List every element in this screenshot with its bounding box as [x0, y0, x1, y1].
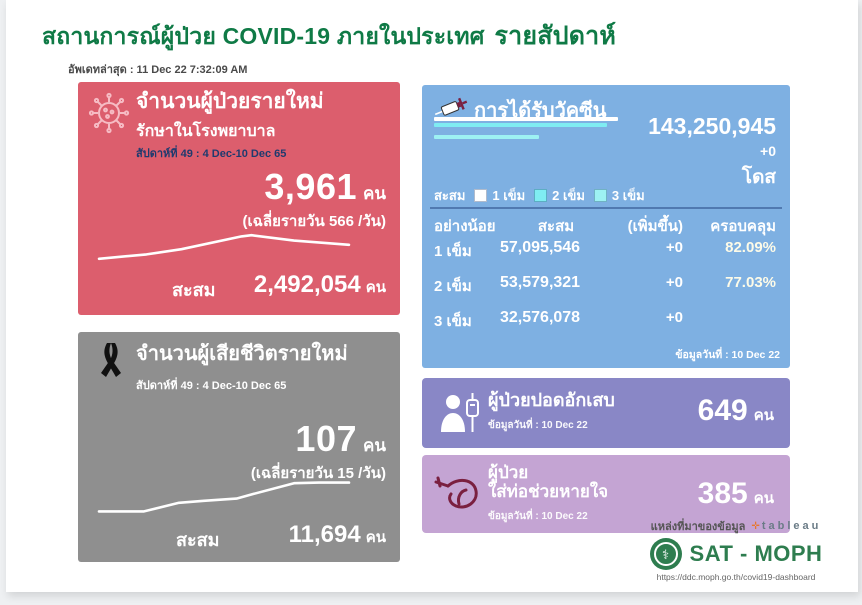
row1-change: +0 [665, 239, 683, 256]
new-deaths-cumulative-label: สะสม [176, 530, 220, 550]
new-deaths-value-row: 107 คน [295, 418, 386, 460]
patient-iv-icon [438, 390, 484, 436]
new-cases-card: จำนวนผู้ป่วยรายใหม่ รักษาในโรงพยาบาล สัป… [78, 82, 400, 315]
page-title: สถานการณ์ผู้ป่วย COVID-19 ภายในประเทศ ราย… [42, 16, 616, 56]
vaccine-data-date: ข้อมูลวันที่ : 10 Dec 22 [675, 349, 780, 361]
new-deaths-value: 107 [295, 418, 357, 459]
new-cases-value-row: 3,961 คน [264, 166, 386, 208]
row1-cumulative: 57,095,546 [500, 239, 581, 256]
vaccine-table-divider [430, 207, 782, 209]
new-cases-week-label: สัปดาห์ที่ 49 : 4 Dec-10 Dec 65 [136, 148, 287, 160]
black-ribbon-icon [96, 342, 126, 382]
new-cases-cumulative-unit: คน [365, 279, 386, 296]
row1-dose: 1 เข็ม [434, 243, 472, 260]
vaccine-legend: สะสม 1 เข็ม 2 เข็ม 3 เข็ม [434, 185, 645, 206]
new-deaths-cumulative-value: 11,694 [288, 521, 361, 548]
intubated-title-line2: ใส่ท่อช่วยหายใจ [488, 482, 609, 502]
vaccine-title: การได้รับวัคซีน [474, 100, 607, 122]
new-cases-cumulative-row: 2,492,054 คน [254, 271, 386, 299]
vaccine-table-row: 2 เข็ม 53,579,321 +0 77.03% [422, 274, 790, 296]
legend-swatch-dose2 [534, 189, 548, 202]
header-change: (เพิ่มขึ้น) [627, 218, 683, 235]
new-cases-subtitle: รักษาในโรงพยาบาล [136, 123, 276, 140]
new-cases-cumulative-label: สะสม [172, 280, 216, 300]
header-coverage: ครอบคลุม [710, 218, 776, 235]
vaccine-table-row: 1 เข็ม 57,095,546 +0 82.09% [422, 239, 790, 261]
dashboard-canvas: สถานการณ์ผู้ป่วย COVID-19 ภายในประเทศ ราย… [6, 0, 858, 592]
vaccine-table-header: อย่างน้อย สะสม (เพิ่มขึ้น) ครอบคลุม [422, 214, 790, 236]
legend-swatch-dose3 [593, 189, 607, 202]
new-cases-cumulative-value: 2,492,054 [253, 271, 361, 298]
vaccine-bar-dose2 [434, 123, 607, 127]
new-deaths-cumulative-unit: คน [365, 529, 386, 546]
sat-moph-logo: ⚕ [649, 538, 682, 570]
vaccine-change: +0 [760, 143, 776, 159]
intubated-title-line1: ผู้ป่วย [488, 463, 529, 482]
vaccine-bar-dose1 [434, 117, 618, 121]
vaccine-total: 143,250,945 [648, 113, 776, 139]
new-deaths-daily-avg: (เฉลี่ยรายวัน 15 /วัน) [250, 465, 386, 482]
new-cases-unit: คน [363, 184, 386, 203]
pneumonia-title: ผู้ป่วยปอดอักเสบ [488, 390, 615, 410]
syringe-icon [432, 93, 470, 123]
header-cumulative: สะสม [537, 218, 575, 235]
new-deaths-cumulative-row: 11,694 คน [289, 521, 386, 549]
row3-change: +0 [665, 309, 683, 326]
tableau-plus-icon: ✛ [751, 520, 760, 532]
new-deaths-unit: คน [363, 436, 386, 455]
row2-change: +0 [665, 274, 683, 291]
legend-swatch-dose1 [474, 189, 488, 202]
row3-dose: 3 เข็ม [434, 313, 472, 330]
pneumonia-data-date: ข้อมูลวันที่ : 10 Dec 22 [488, 420, 588, 431]
page-title-main: สถานการณ์ผู้ป่วย COVID-19 ภายในประเทศ [42, 23, 485, 49]
new-cases-daily-avg: (เฉลี่ยรายวัน 566 /วัน) [242, 213, 386, 230]
intubated-title: ผู้ป่วย ใส่ท่อช่วยหายใจ [488, 463, 608, 501]
row2-cumulative: 53,579,321 [500, 274, 581, 291]
header-dose: อย่างน้อย [434, 218, 496, 235]
row1-coverage: 82.09% [725, 239, 776, 256]
pneumonia-value-row: 649 คน [698, 394, 774, 428]
new-cases-sparkline [97, 233, 351, 261]
source-label: แหล่งที่มาของข้อมูล [650, 521, 746, 533]
new-cases-value: 3,961 [264, 166, 357, 207]
intubated-unit: คน [753, 490, 774, 507]
legend-label-dose2: 2 เข็ม [552, 188, 585, 203]
row2-dose: 2 เข็ม [434, 278, 472, 295]
new-deaths-title: จำนวนผู้เสียชีวิตรายใหม่ [136, 343, 348, 365]
row2-coverage: 77.03% [725, 274, 776, 291]
new-deaths-card: จำนวนผู้เสียชีวิตรายใหม่ สัปดาห์ที่ 49 :… [78, 332, 400, 562]
page-title-suffix: รายสัปดาห์ [494, 22, 617, 50]
source-footer: แหล่งที่มาของข้อมูล ✛ tableau ⚕ SAT - MO… [614, 517, 858, 582]
vaccine-card: การได้รับวัคซีน 143,250,945 +0 โดส สะสม … [422, 85, 790, 368]
virus-icon [86, 90, 132, 136]
intubated-value-row: 385 คน [698, 477, 774, 511]
vaccine-unit: โดส [741, 167, 776, 188]
vaccine-legend-label: สะสม [434, 188, 466, 203]
pneumonia-unit: คน [753, 407, 774, 424]
intubated-data-date: ข้อมูลวันที่ : 10 Dec 22 [488, 511, 588, 522]
intubated-value: 385 [697, 477, 748, 510]
pneumonia-card: ผู้ป่วยปอดอักเสบ ข้อมูลวันที่ : 10 Dec 2… [422, 378, 790, 448]
new-deaths-sparkline [97, 481, 351, 513]
vaccine-bar-dose3 [434, 135, 539, 139]
sat-moph-name: SAT - MOPH [689, 541, 823, 566]
last-update-timestamp: อัพเดทล่าสุด : 11 Dec 22 7:32:09 AM [68, 64, 248, 76]
new-deaths-week-label: สัปดาห์ที่ 49 : 4 Dec-10 Dec 65 [136, 380, 287, 392]
source-url-link[interactable]: https://ddc.moph.go.th/covid19-dashboard [656, 572, 816, 582]
row3-cumulative: 32,576,078 [500, 309, 581, 326]
new-cases-title: จำนวนผู้ป่วยรายใหม่ [136, 90, 324, 113]
intubation-icon [432, 469, 484, 519]
tableau-logo[interactable]: ✛ tableau [751, 520, 822, 532]
pneumonia-value: 649 [697, 394, 748, 427]
legend-label-dose3: 3 เข็ม [611, 188, 645, 203]
intubated-card: ผู้ป่วย ใส่ท่อช่วยหายใจ ข้อมูลวันที่ : 1… [422, 455, 790, 533]
legend-label-dose1: 1 เข็ม [492, 188, 526, 203]
vaccine-table-row: 3 เข็ม 32,576,078 +0 [422, 309, 790, 331]
